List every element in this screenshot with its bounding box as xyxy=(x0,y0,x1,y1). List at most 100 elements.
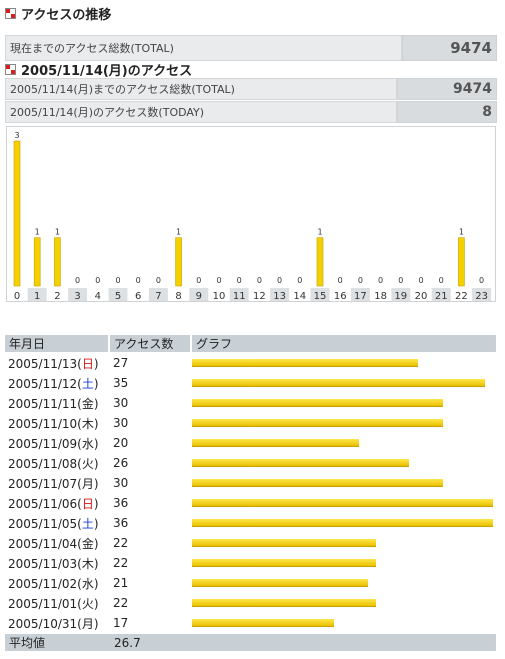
hour-label-bg xyxy=(330,288,350,301)
hour-tick-label: 21 xyxy=(435,291,448,301)
row-date-text: 2005/11/06( xyxy=(8,496,82,511)
row-date-text: 2005/11/11( xyxy=(8,396,82,411)
header-count: アクセス数 xyxy=(110,335,192,352)
access-trend-heading: アクセスの推移 xyxy=(5,4,111,23)
hour-tick-label: 10 xyxy=(213,291,226,301)
hour-tick-label: 17 xyxy=(354,291,367,301)
hour-tick-label: 9 xyxy=(196,291,202,301)
row-day-of-week: 木 xyxy=(81,556,94,571)
hour-label-bg xyxy=(47,288,67,301)
hour-value-label: 0 xyxy=(398,276,403,285)
row-date: 2005/11/03(木) xyxy=(5,555,110,572)
hour-label-bg xyxy=(7,288,27,301)
hour-tick-label: 23 xyxy=(475,291,488,301)
row-date-text: 2005/11/07( xyxy=(8,476,82,491)
hour-label-bg xyxy=(209,288,229,301)
row-date-text: 2005/11/09( xyxy=(8,436,82,451)
hour-label-bg xyxy=(270,288,290,301)
hour-tick-label: 19 xyxy=(394,291,407,301)
graph-bar xyxy=(192,539,376,547)
graph-bar xyxy=(192,499,493,507)
row-date-text: 2005/11/01( xyxy=(8,596,82,611)
row-graph xyxy=(192,453,496,473)
row-graph xyxy=(192,553,496,573)
graph-bar xyxy=(192,619,334,627)
table-row: 2005/11/05(土) 36 xyxy=(5,513,496,533)
row-count: 36 xyxy=(113,516,129,530)
row-date: 2005/11/11(金) xyxy=(5,395,110,412)
row-date-close: ) xyxy=(93,516,99,531)
hour-label-bg xyxy=(391,288,411,301)
row-day-of-week: 木 xyxy=(81,416,94,431)
hour-value-label: 0 xyxy=(479,276,484,285)
row-count: 30 xyxy=(113,396,129,410)
graph-bar xyxy=(192,519,493,527)
row-graph xyxy=(192,573,496,593)
row-date: 2005/11/02(水) xyxy=(5,575,110,592)
table-row: 2005/11/12(土) 35 xyxy=(5,373,496,393)
hour-bar xyxy=(316,237,324,287)
row-date: 2005/11/12(土) xyxy=(5,375,110,392)
day-today-label: 2005/11/14(月)のアクセス数(TODAY) xyxy=(5,101,397,123)
row-count: 22 xyxy=(113,596,129,610)
row-date-text: 2005/11/05( xyxy=(8,516,82,531)
graph-bar xyxy=(192,459,409,467)
hour-tick-label: 12 xyxy=(253,291,266,301)
table-row: 2005/11/08(火) 26 xyxy=(5,453,496,473)
row-date-close: ) xyxy=(93,556,99,571)
hour-tick-label: 4 xyxy=(95,291,101,301)
hour-tick-label: 11 xyxy=(233,291,246,301)
graph-bar xyxy=(192,579,368,587)
row-count: 21 xyxy=(113,576,129,590)
row-count: 22 xyxy=(113,556,129,570)
hour-label-bg xyxy=(189,288,209,301)
hour-value-label: 0 xyxy=(439,276,444,285)
table-header: 年月日 アクセス数 グラフ xyxy=(5,335,496,352)
row-date-close: ) xyxy=(93,456,99,471)
day-total-row: 2005/11/14(月)までのアクセス総数(TOTAL) 9474 xyxy=(5,78,497,100)
hour-label-bg xyxy=(371,288,391,301)
row-date-close: ) xyxy=(93,496,99,511)
hour-label-bg xyxy=(350,288,370,301)
row-graph xyxy=(192,433,496,453)
row-date-close: ) xyxy=(93,536,99,551)
hour-tick-label: 7 xyxy=(155,291,161,301)
day-today-row: 2005/11/14(月)のアクセス数(TODAY) 8 xyxy=(5,101,497,123)
hour-label-bg xyxy=(431,288,451,301)
row-day-of-week: 土 xyxy=(81,516,94,531)
hour-label-bg xyxy=(148,288,168,301)
row-date: 2005/11/09(水) xyxy=(5,435,110,452)
hour-value-label: 0 xyxy=(75,276,80,285)
row-count: 20 xyxy=(113,436,129,450)
hour-label-bg xyxy=(68,288,88,301)
average-row: 平均値 26.7 xyxy=(5,634,496,651)
hour-value-label: 0 xyxy=(216,276,221,285)
header-graph: グラフ xyxy=(196,337,233,351)
table-row: 2005/11/09(水) 20 xyxy=(5,433,496,453)
row-count: 35 xyxy=(113,376,129,390)
hour-value-label: 0 xyxy=(358,276,363,285)
row-day-of-week: 金 xyxy=(81,536,94,551)
row-date: 2005/11/06(日) xyxy=(5,495,110,512)
row-graph xyxy=(192,353,496,373)
daily-access-heading: 2005/11/14(月)のアクセス xyxy=(5,60,192,79)
row-day-of-week: 日 xyxy=(81,496,94,511)
row-day-of-week: 月 xyxy=(81,476,94,491)
row-graph xyxy=(192,373,496,393)
section-bullet-icon xyxy=(5,7,16,19)
row-graph xyxy=(192,493,496,513)
row-graph xyxy=(192,613,496,633)
hour-label-bg xyxy=(310,288,330,301)
hour-value-label: 0 xyxy=(136,276,141,285)
row-date-text: 2005/11/04( xyxy=(8,536,82,551)
row-date-text: 2005/10/31( xyxy=(8,616,82,631)
row-date-text: 2005/11/12( xyxy=(8,376,82,391)
hour-label-bg xyxy=(128,288,148,301)
row-date-close: ) xyxy=(93,476,99,491)
total-access-label: 現在までのアクセス総数(TOTAL) xyxy=(5,35,402,61)
day-today-value: 8 xyxy=(397,101,497,123)
row-date-close: ) xyxy=(93,616,99,631)
hourly-access-chart: 3 0 1 1 1 2 0 3 0 4 0 5 0 6 0 7 1 8 0 9 0 10 0 11 0 12 0 13 0 14 1 15 0 1… xyxy=(6,126,496,302)
row-count: 17 xyxy=(113,616,129,630)
hour-value-label: 1 xyxy=(176,228,181,237)
